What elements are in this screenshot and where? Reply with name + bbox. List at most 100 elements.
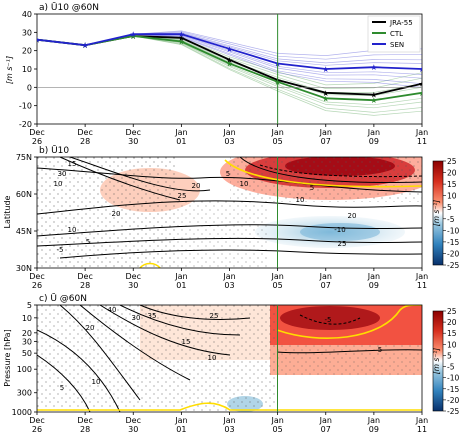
panel-b-ylabel: Latitude (3, 195, 12, 228)
y-tick-label: 50 (22, 349, 32, 358)
x-tick-label: 28 (80, 425, 90, 434)
x-tick-label: Jan (415, 272, 428, 281)
series-point: ★ (178, 38, 185, 47)
x-tick-label: 05 (273, 425, 283, 434)
x-tick-label: 01 (176, 281, 186, 290)
x-tick-label: 30 (128, 281, 138, 290)
x-tick-label: 03 (224, 137, 234, 146)
x-tick-label: Jan (222, 272, 235, 281)
colorbar-label: [m s⁻¹] (432, 348, 441, 374)
panel-a-title: a) Ū10 @60N (39, 2, 99, 13)
x-tick-label: Jan (174, 272, 187, 281)
x-tick-label: Jan (319, 416, 332, 425)
colorbar-c: 25 20 15 10 5 -5 -10 -15 -20 -25 [m s⁻¹] (432, 307, 459, 416)
x-tick-label: 11 (417, 281, 427, 290)
x-tick-label: Jan (222, 128, 235, 137)
x-tick-label: Dec (126, 128, 141, 137)
contour-label: 5 (378, 346, 382, 354)
x-tick-label: Dec (29, 128, 44, 137)
x-tick-label: Jan (270, 416, 283, 425)
series-point: ★ (226, 45, 233, 54)
colorbar-tick-label: -10 (447, 226, 459, 235)
x-tick-label: Dec (29, 272, 44, 281)
x-tick-label: 26 (32, 137, 42, 146)
x-tick-label: 09 (369, 137, 379, 146)
colorbar-tick-label: 15 (447, 180, 457, 189)
colorbar-tick-label: 15 (447, 329, 457, 338)
x-tick-label: Jan (270, 272, 283, 281)
x-tick-label: Jan (415, 416, 428, 425)
contour-label: 10 (296, 196, 305, 204)
contour-label: 25 (338, 240, 347, 248)
contour-label: 5 (60, 384, 64, 392)
y-tick-label: 1000 (12, 408, 32, 417)
colorbar-tick-label: -15 (447, 385, 459, 394)
y-tick-label: 20 (22, 47, 32, 56)
x-tick-label: 30 (128, 137, 138, 146)
colorbar-tick-label: -25 (447, 407, 459, 416)
series-point: ★ (370, 91, 377, 100)
y-tick-label: 300 (17, 389, 32, 398)
legend-label: SEN (390, 41, 404, 49)
x-tick-label: Dec (77, 128, 92, 137)
x-tick-label: Dec (77, 416, 92, 425)
y-tick-label: 10 (22, 65, 32, 74)
y-tick-label: 30N (16, 264, 32, 273)
x-tick-label: 11 (417, 137, 427, 146)
x-tick-label: Dec (126, 416, 141, 425)
series-line (37, 33, 422, 70)
x-tick-label: 05 (273, 281, 283, 290)
colorbar-tick-label: 25 (447, 307, 457, 316)
series-point: ★ (130, 32, 137, 41)
contour-label: -10 (334, 226, 345, 234)
x-tick-label: Jan (367, 416, 380, 425)
colorbar-label: [m s⁻¹] (432, 200, 441, 226)
y-tick-label: 5 (27, 301, 32, 310)
x-tick-label: 26 (32, 281, 42, 290)
y-tick-label: -10 (19, 102, 32, 111)
x-tick-label: Dec (77, 272, 92, 281)
contour-label: 25 (178, 192, 187, 200)
colorbar-tick-label: 10 (447, 192, 457, 201)
series-point: ★ (226, 56, 233, 65)
y-tick-label: 20 (22, 329, 32, 338)
x-tick-label: Dec (29, 416, 44, 425)
contour-label: 35 (148, 312, 157, 320)
panel-c-heatmap: c) Ū @60N Dec26Dec28Dec30Jan01Jan03Jan05… (3, 293, 459, 434)
colorbar-tick-label: 5 (447, 351, 452, 360)
series-point: ★ (418, 80, 425, 89)
contour-label: 10 (208, 354, 217, 362)
series-point: ★ (370, 63, 377, 72)
x-tick-label: 01 (176, 137, 186, 146)
colorbar-tick-label: -15 (447, 238, 459, 247)
series-point: ★ (370, 96, 377, 105)
contour-label: 10 (68, 226, 77, 234)
x-tick-label: 05 (273, 137, 283, 146)
x-tick-label: 07 (321, 137, 331, 146)
panel-c-title: c) Ū @60N (39, 293, 87, 304)
x-tick-label: Jan (174, 128, 187, 137)
panel-a-ylabel: [m s⁻¹] (5, 56, 14, 84)
x-tick-label: 30 (128, 425, 138, 434)
colorbar-tick-label: -5 (447, 215, 455, 224)
y-tick-label: 100 (17, 365, 32, 374)
y-tick-label: 45N (16, 227, 32, 236)
x-tick-label: 28 (80, 281, 90, 290)
x-tick-label: 03 (224, 281, 234, 290)
x-tick-label: 28 (80, 137, 90, 146)
x-tick-label: 01 (176, 425, 186, 434)
contour-label: 5 (310, 184, 314, 192)
colorbar-tick-label: 25 (447, 157, 457, 166)
x-tick-label: Jan (174, 416, 187, 425)
panel-b-title: b) Ū10 (39, 145, 69, 156)
x-tick-label: Jan (367, 272, 380, 281)
x-tick-label: Jan (222, 416, 235, 425)
y-tick-label: 30 (22, 337, 32, 346)
series-point: ★ (178, 30, 185, 39)
colorbar-tick-label: -20 (447, 396, 459, 405)
legend-label: CTL (390, 30, 403, 38)
contour-label: -5 (57, 246, 64, 254)
contour-label: 15 (68, 160, 77, 168)
colorbar-tick-label: -25 (447, 261, 459, 270)
